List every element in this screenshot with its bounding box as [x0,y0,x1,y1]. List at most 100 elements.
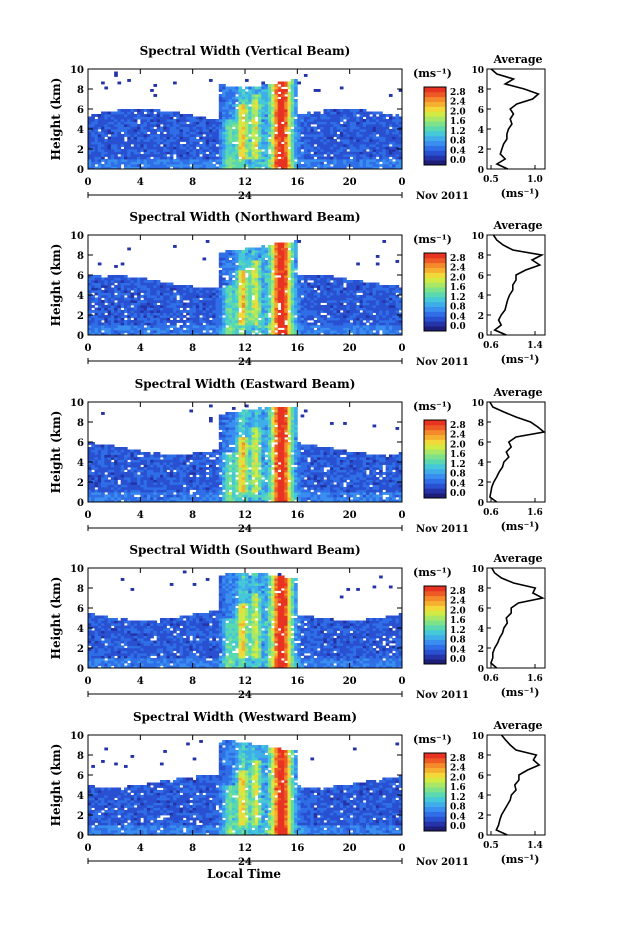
heatmap-cell [127,111,131,115]
heatmap-cell [133,302,138,306]
heatmap-cell [346,332,351,336]
colorbar-swatch [424,301,446,308]
heatmap-cell [261,119,266,122]
heatmap-cell [375,149,380,152]
heatmap-cell [254,305,259,308]
heatmap-cell [274,101,279,105]
heatmap-cell [310,317,315,321]
heatmap-cell [310,159,315,162]
heatmap-cell [199,307,203,311]
heatmap-cell [169,156,174,160]
heatmap-cell [287,106,292,110]
heatmap-cell [375,290,380,293]
heatmap-cell [114,164,118,167]
heatmap-cell [104,280,109,283]
heatmap-cell [245,124,249,127]
heatmap-cell [241,275,246,278]
heatmap-cell [333,111,337,115]
heatmap-cell [316,305,321,308]
heatmap-cell [277,136,282,140]
heatmap-cell [379,124,383,127]
heatmap-cell [91,297,95,301]
heatmap-cell [366,161,370,165]
heatmap-cell [107,156,112,160]
heatmap-cell [117,141,122,145]
heatmap-cell [287,257,292,261]
heatmap-cell [117,287,122,291]
heatmap-cell [245,307,249,311]
heatmap-cell [264,111,269,115]
heatmap-cell [362,290,367,293]
profile-line [492,234,545,336]
heatmap-cell [146,156,151,160]
heatmap-cell [330,119,334,122]
heatmap-cell [241,149,246,152]
heatmap-cell [245,111,249,115]
profile-frame [486,234,546,336]
heatmap-cell [104,459,109,463]
heatmap-cell [303,305,308,308]
heatmap-cell [179,156,184,160]
heatmap-cell [264,272,269,276]
heatmap-cell [110,129,115,132]
heatmap-cell [117,156,122,160]
heatmap-cell [339,330,344,333]
heatmap-cell [101,292,105,296]
heatmap-cell [300,141,305,145]
heatmap-cell [199,134,203,137]
heatmap-cell [326,277,331,281]
heatmap-cell [379,136,383,140]
heatmap-cell [153,116,158,120]
heatmap-cell [277,325,282,328]
heatmap-cell [297,161,301,165]
heatmap-cell [245,332,249,336]
panel-title: Spectral Width (Northward Beam) [129,210,360,224]
heatmap-cell [97,121,102,125]
heatmap-cell [123,315,128,318]
heatmap-cell [280,315,285,318]
heatmap-cell [287,104,292,107]
heatmap-cell [356,325,360,328]
heatmap-cell [254,149,259,152]
heatmap-cell [186,310,190,313]
heatmap-cell [156,312,161,316]
heatmap-cell [258,151,262,155]
heatmap-cell [199,156,203,160]
heatmap-cell [156,280,161,283]
heatmap-cell [189,310,194,313]
heatmap-cell [202,332,207,336]
heatmap-cell [123,322,128,326]
heatmap-cell [254,247,259,251]
heatmap-cell [392,161,396,165]
heatmap-cell [264,302,269,306]
heatmap-cell [137,166,141,170]
heatmap-cell [137,325,141,328]
heatmap-cell [127,159,131,162]
heatmap-cell [379,121,383,125]
heatmap-cell [352,320,357,323]
heatmap-cell [336,297,341,301]
heatmap-cell [205,134,210,137]
heatmap-cell [320,327,324,331]
heatmap-cell [280,310,285,313]
heatmap-cell [143,315,148,318]
heatmap-cell [349,290,354,293]
heatmap-cell [133,136,138,140]
heatmap-cell [120,282,125,286]
heatmap-cell [280,257,285,261]
heatmap-cell [264,154,269,157]
heatmap-cell [199,317,203,321]
heatmap-cell [251,134,256,137]
heatmap-cell [280,262,285,266]
heatmap-cell [297,302,301,306]
heatmap-cell [395,290,400,293]
heatmap-cell [300,327,305,331]
heatmap-cell [222,154,226,157]
heatmap-cell [218,310,223,313]
heatmap-cell [159,292,164,296]
heatmap-cell [205,305,210,308]
heatmap-cell [297,282,301,286]
heatmap-cell [343,154,347,157]
heatmap-cell [202,327,207,331]
